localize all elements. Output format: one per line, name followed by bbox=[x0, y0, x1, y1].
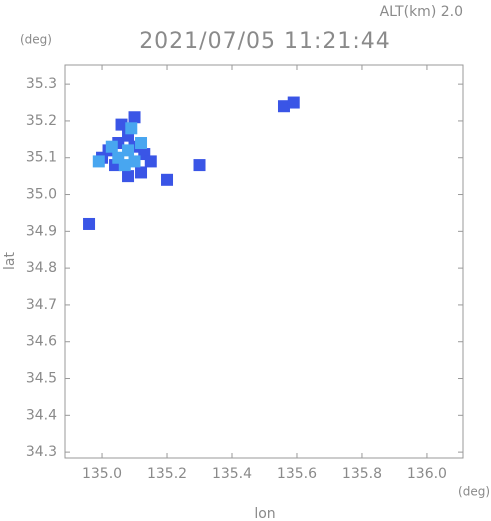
echo-cell bbox=[193, 159, 206, 172]
echo-cell bbox=[135, 137, 148, 150]
y-tick-label: 34.3 bbox=[26, 444, 57, 460]
altitude-label: ALT(km) 2.0 bbox=[380, 4, 463, 20]
y-tick-label: 34.6 bbox=[26, 334, 57, 350]
echo-cell bbox=[135, 166, 148, 179]
y-tick-label: 35.0 bbox=[26, 187, 57, 203]
echo-cell bbox=[92, 155, 105, 168]
echo-cell bbox=[125, 122, 138, 135]
echo-cell bbox=[144, 155, 157, 168]
y-tick-label: 34.5 bbox=[26, 371, 57, 387]
echo-cell bbox=[122, 170, 135, 183]
y-unit: (deg) bbox=[20, 33, 52, 47]
echo-cell bbox=[118, 159, 131, 172]
y-tick-label: 34.7 bbox=[26, 297, 57, 313]
chart-title: 2021/07/05 11:21:44 bbox=[139, 29, 391, 54]
y-tick-label: 34.8 bbox=[26, 260, 57, 276]
y-tick-label: 34.9 bbox=[26, 223, 57, 239]
x-tick-label: 135.0 bbox=[82, 466, 122, 482]
echo-cell bbox=[115, 118, 128, 131]
x-tick-label: 135.8 bbox=[342, 466, 382, 482]
x-axis-label: lon bbox=[254, 506, 275, 521]
x-tick-label: 135.6 bbox=[277, 466, 317, 482]
y-tick-label: 34.4 bbox=[26, 407, 57, 423]
plot-frame bbox=[64, 64, 464, 459]
x-tick-label: 136.0 bbox=[407, 466, 447, 482]
y-tick-label: 35.3 bbox=[26, 76, 57, 92]
y-tick-label: 35.1 bbox=[26, 150, 57, 166]
y-tick-label: 35.2 bbox=[26, 113, 57, 129]
x-tick-label: 135.4 bbox=[212, 466, 252, 482]
echo-cell bbox=[277, 100, 290, 113]
echo-cell bbox=[128, 111, 141, 124]
x-unit: (deg) bbox=[458, 485, 490, 499]
echo-cell bbox=[83, 217, 96, 230]
echo-cell bbox=[105, 140, 118, 153]
echo-cell bbox=[161, 173, 174, 186]
x-tick-label: 135.2 bbox=[147, 466, 187, 482]
echo-cell bbox=[287, 96, 300, 109]
echo-cell bbox=[128, 155, 141, 168]
echo-cell bbox=[122, 144, 135, 157]
y-axis-label: lat bbox=[2, 252, 18, 270]
